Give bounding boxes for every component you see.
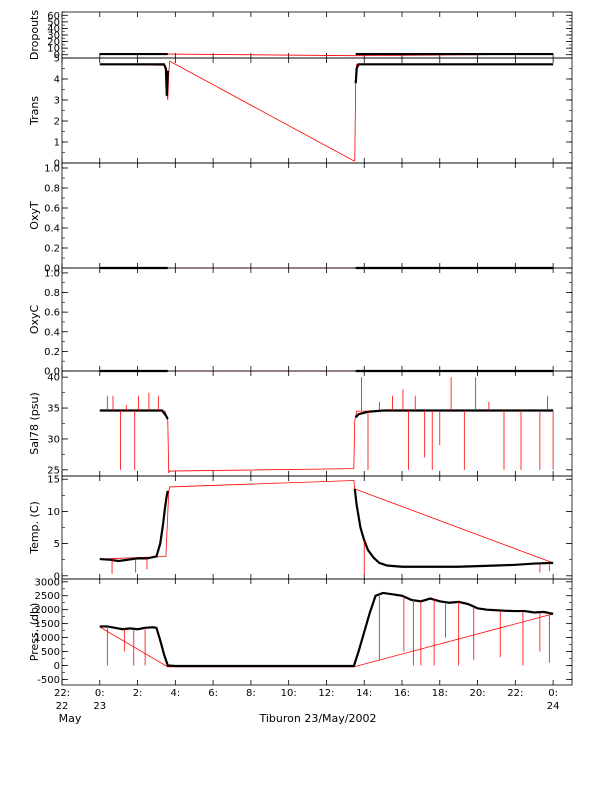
panel-frame — [61, 11, 573, 59]
x-tick-label: 16: — [394, 688, 410, 699]
x-tick-label: 20: — [470, 688, 486, 699]
y-tick-label: 50 — [47, 17, 60, 28]
series-line-black — [99, 591, 554, 668]
y-tick-label: 5 — [54, 54, 60, 65]
series-line-black — [99, 63, 169, 96]
x-tick-label: 10: — [281, 688, 297, 699]
series-line-black — [354, 63, 554, 84]
x-tick-label: 22: — [507, 688, 523, 699]
panel-frame — [61, 57, 573, 164]
y-tick-label: 3 — [54, 96, 60, 107]
x-tick-label: 12: — [318, 688, 334, 699]
y-tick-label: 1.0 — [44, 164, 60, 175]
y-tick-label: 0.8 — [44, 184, 60, 195]
y-tick-label: 30 — [47, 434, 60, 445]
x-axis-title: Tiburon 23/May/2002 — [258, 712, 376, 725]
y-tick-label: 0.2 — [44, 244, 60, 255]
y-tick-label: 0.0 — [44, 367, 60, 378]
y-tick-label: 30 — [47, 31, 60, 42]
x-tick-label: 22: — [54, 688, 70, 699]
x-tick-label: 8: — [246, 688, 256, 699]
x-axis: 22: 22 0: 23 2: 4: 6: 8: 10: 12: 14: 16: 18: 20: 22: 0:… — [54, 688, 560, 712]
y-axis-label: OxyC — [28, 305, 41, 335]
panel-1: 0 1 2 3 4 5 Trans — [28, 54, 573, 170]
y-tick-label: 0.0 — [44, 264, 60, 275]
y-axis-label: Dropouts — [28, 10, 41, 60]
y-tick-label: 1000 — [35, 633, 60, 644]
x-tick-sublabel: 24 — [547, 701, 560, 712]
y-tick-label: 5 — [54, 539, 60, 550]
y-tick-label: 0.4 — [44, 327, 60, 338]
panel-frame — [61, 267, 573, 372]
y-tick-label: 20 — [47, 37, 60, 48]
x-tick-label: 2: — [133, 688, 143, 699]
series-line-red — [99, 613, 554, 668]
y-tick-label: 40 — [47, 24, 60, 35]
y-tick-label: 10 — [47, 507, 60, 518]
y-tick-label: 2500 — [35, 591, 60, 602]
y-tick-label: 500 — [41, 647, 60, 658]
y-tick-label: 10 — [47, 44, 60, 55]
y-tick-label: 0 — [54, 571, 60, 582]
chart-panels: 0102030405060Dropouts012345Trans0.00.20.… — [28, 10, 573, 686]
x-axis-month-label: May — [59, 712, 82, 725]
panel-6: -500 0 500 1000 1500 2000 2500 3000 Press. (db) — [28, 577, 573, 686]
panel-2: 0.0 0.2 0.4 0.6 0.8 1.0 OxyT — [28, 162, 573, 275]
y-tick-label: 0.6 — [44, 308, 60, 319]
y-tick-label: 1 — [54, 138, 60, 149]
series-line-black — [354, 409, 554, 419]
panel-4: 25 30 35 40 Sal78 (psu) — [28, 370, 573, 477]
x-tick-sublabel: 22 — [56, 701, 69, 712]
y-axis-label: Sal78 (psu) — [28, 392, 41, 455]
y-tick-label: 4 — [54, 75, 60, 86]
series-line-black — [353, 488, 554, 568]
y-tick-label: 0 — [54, 159, 60, 170]
y-axis-label: Trans — [28, 96, 41, 126]
y-tick-label: 0.2 — [44, 347, 60, 358]
y-tick-label: 0.4 — [44, 224, 60, 235]
y-tick-label: 3000 — [35, 577, 60, 588]
x-tick-label: 18: — [432, 688, 448, 699]
x-tick-label: 0: — [95, 688, 105, 699]
panel-3: 0.0 0.2 0.4 0.6 0.8 1.0 OxyC — [28, 267, 573, 378]
y-tick-label: 40 — [47, 373, 60, 384]
panel-frame — [61, 370, 573, 477]
y-axis-label: OxyT — [28, 201, 41, 230]
y-tick-label: 1500 — [35, 619, 60, 630]
series-line-red — [99, 409, 554, 474]
panel-frame — [61, 578, 573, 686]
y-tick-label: 0 — [54, 50, 60, 61]
y-tick-label: 0.6 — [44, 204, 60, 215]
y-tick-label: 0.8 — [44, 288, 60, 299]
panel-frame — [61, 162, 573, 269]
y-tick-label: 2000 — [35, 605, 60, 616]
y-tick-label: 25 — [47, 465, 60, 476]
x-tick-label: 4: — [170, 688, 180, 699]
series-line-black — [99, 490, 169, 563]
y-tick-label: 2 — [54, 117, 60, 128]
series-line-black — [99, 409, 169, 420]
x-tick-label: 6: — [208, 688, 218, 699]
x-tick-sublabel: 23 — [93, 701, 106, 712]
panel-5: 0 5 10 15 Temp. (C) — [28, 475, 573, 582]
y-axis-label: Press. (db) — [28, 603, 41, 662]
y-tick-label: 35 — [47, 404, 60, 415]
y-tick-label: 1.0 — [44, 268, 60, 279]
x-tick-label: 14: — [356, 688, 372, 699]
y-tick-label: 15 — [47, 475, 60, 486]
y-axis-label: Temp. (C) — [28, 501, 41, 555]
y-tick-label: 0 — [54, 661, 60, 672]
panel-frame — [61, 475, 573, 580]
y-tick-label: 60 — [47, 11, 60, 22]
x-tick-label: 0: — [548, 688, 558, 699]
y-tick-label: -500 — [37, 675, 60, 686]
